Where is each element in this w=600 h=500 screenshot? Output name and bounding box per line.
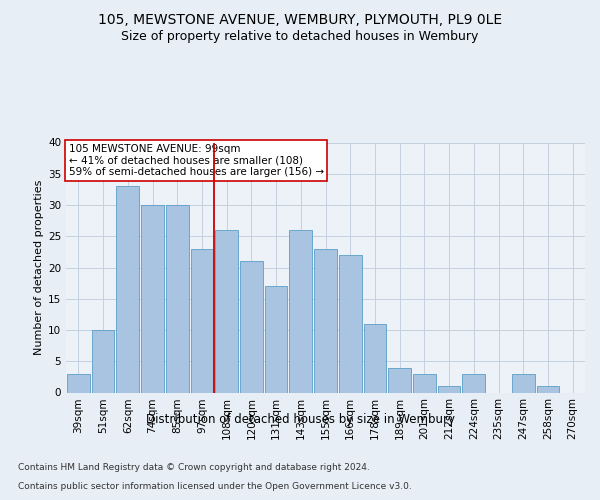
Bar — [240, 261, 263, 392]
Bar — [536, 386, 559, 392]
Bar — [116, 186, 139, 392]
Bar — [388, 368, 411, 392]
Text: Size of property relative to detached houses in Wembury: Size of property relative to detached ho… — [121, 30, 479, 43]
Text: Distribution of detached houses by size in Wembury: Distribution of detached houses by size … — [146, 412, 455, 426]
Bar — [92, 330, 115, 392]
Bar — [265, 286, 287, 393]
Text: Contains public sector information licensed under the Open Government Licence v3: Contains public sector information licen… — [18, 482, 412, 491]
Bar — [289, 230, 312, 392]
Bar — [438, 386, 460, 392]
Text: Contains HM Land Registry data © Crown copyright and database right 2024.: Contains HM Land Registry data © Crown c… — [18, 464, 370, 472]
Bar — [67, 374, 90, 392]
Bar — [141, 205, 164, 392]
Text: 105, MEWSTONE AVENUE, WEMBURY, PLYMOUTH, PL9 0LE: 105, MEWSTONE AVENUE, WEMBURY, PLYMOUTH,… — [98, 12, 502, 26]
Bar — [166, 205, 188, 392]
Bar — [413, 374, 436, 392]
Bar — [512, 374, 535, 392]
Text: 105 MEWSTONE AVENUE: 99sqm
← 41% of detached houses are smaller (108)
59% of sem: 105 MEWSTONE AVENUE: 99sqm ← 41% of deta… — [68, 144, 324, 177]
Bar — [463, 374, 485, 392]
Y-axis label: Number of detached properties: Number of detached properties — [34, 180, 44, 355]
Bar — [191, 248, 213, 392]
Bar — [314, 248, 337, 392]
Bar — [364, 324, 386, 392]
Bar — [215, 230, 238, 392]
Bar — [339, 255, 362, 392]
